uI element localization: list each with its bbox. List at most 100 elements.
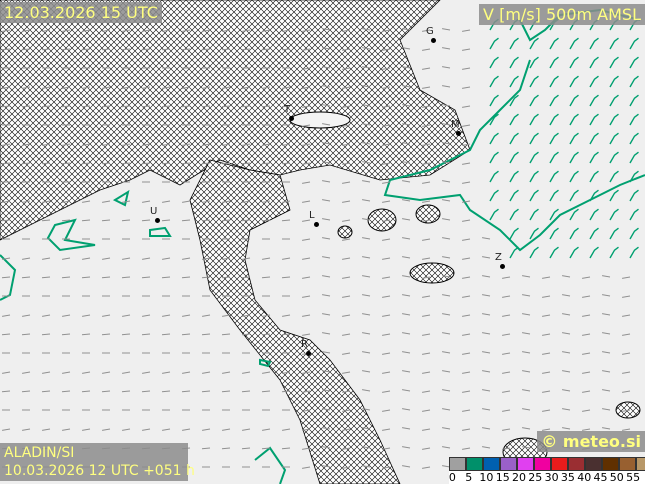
wind-barb [629, 151, 639, 164]
wind-barb [21, 48, 31, 51]
wind-barb [422, 162, 431, 165]
wind-barb [629, 56, 639, 69]
wind-barb [602, 313, 611, 316]
wind-barb [622, 390, 631, 393]
wind-barb [422, 67, 431, 70]
wind-barb [482, 332, 491, 335]
wind-barb [101, 219, 111, 222]
wind-barb [382, 466, 391, 469]
city-label: M [451, 119, 460, 130]
city-dot [306, 351, 311, 356]
wind-barb [362, 237, 371, 240]
wind-barb [462, 314, 471, 317]
wind-barb [569, 208, 579, 221]
wind-barb [201, 390, 211, 393]
wind-barb [402, 408, 411, 411]
legend-swatch [449, 457, 466, 471]
wind-barb [402, 332, 411, 335]
wind-barb [141, 333, 151, 336]
wind-barb [162, 200, 171, 203]
wind-barb [462, 219, 471, 222]
wind-barb [42, 143, 51, 146]
wind-barb [602, 332, 611, 335]
wind-barb [2, 428, 11, 431]
wind-barb [569, 37, 579, 50]
wind-barb [582, 333, 591, 336]
wind-barb [221, 333, 231, 336]
wind-barb [362, 313, 371, 316]
wind-barb [342, 181, 351, 184]
legend-swatch [551, 457, 568, 471]
wind-barb [302, 143, 311, 146]
wind-barb [202, 314, 211, 317]
wind-barb [342, 257, 351, 260]
wind-barb [282, 371, 291, 374]
wind-barb [442, 104, 451, 107]
legend-swatch [517, 457, 534, 471]
wind-barb [442, 351, 451, 354]
wind-barb [482, 275, 491, 278]
wind-barb [242, 428, 251, 431]
wind-barb [609, 132, 619, 145]
legend-tick: 30 [544, 471, 559, 484]
wind-barb [609, 208, 619, 221]
wind-barb [62, 314, 71, 317]
wind-barb [221, 48, 231, 51]
wind-barb [442, 275, 451, 278]
wind-barb [402, 142, 411, 145]
wind-barb [41, 162, 51, 165]
wind-barb [261, 447, 271, 450]
wind-barb [562, 275, 571, 278]
wind-barb [362, 427, 371, 430]
wind-barb [22, 314, 31, 317]
wind-barb [562, 408, 571, 411]
wind-barb [382, 314, 391, 317]
wind-barb [569, 227, 579, 240]
wind-barb [161, 162, 171, 165]
wind-barb [2, 371, 11, 374]
wind-barb [402, 47, 411, 50]
wind-barb [302, 409, 311, 412]
wind-barb [81, 333, 91, 336]
legend-tick: 0 [448, 471, 456, 484]
wind-barb [509, 170, 519, 183]
wind-barb [629, 227, 639, 240]
wind-barb [141, 390, 151, 393]
wind-barb [502, 390, 511, 393]
wind-barb [141, 48, 151, 51]
wind-barb [402, 66, 411, 69]
wind-barb [422, 333, 431, 336]
wind-barb [462, 238, 471, 241]
wind-barb [101, 48, 111, 51]
wind-barb [362, 275, 371, 278]
wind-barb [602, 370, 611, 373]
wind-barb [362, 123, 371, 126]
legend-tick: 5 [465, 471, 473, 484]
legend-swatch [534, 457, 551, 471]
wind-barb [542, 371, 551, 374]
wind-barb [1, 162, 11, 165]
wind-barb [302, 48, 311, 51]
wind-barb [302, 124, 311, 127]
wind-barb [609, 227, 619, 240]
wind-barb [2, 86, 11, 89]
wind-barb [262, 428, 271, 431]
wind-barb [382, 200, 391, 203]
wind-barb [502, 314, 511, 317]
wind-barb [549, 189, 559, 202]
wind-barb [62, 143, 71, 146]
wind-barb [442, 123, 451, 126]
wind-barb [562, 427, 571, 430]
wind-barb [509, 208, 519, 221]
wind-barb [201, 219, 211, 222]
wind-barb [442, 47, 451, 50]
wind-barb [382, 29, 391, 32]
wind-barb [242, 143, 251, 146]
wind-barb [442, 370, 451, 373]
city-dot [500, 264, 505, 269]
wind-barb [402, 351, 411, 354]
wind-barb [422, 200, 431, 203]
wind-barb [569, 246, 579, 259]
wind-barb [422, 428, 431, 431]
wind-barb [529, 151, 539, 164]
